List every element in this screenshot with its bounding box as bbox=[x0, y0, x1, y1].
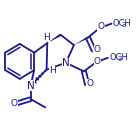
Text: O: O bbox=[10, 99, 18, 108]
Text: O: O bbox=[94, 57, 101, 65]
Text: O: O bbox=[86, 79, 93, 88]
Text: H: H bbox=[43, 33, 50, 42]
Text: N: N bbox=[62, 58, 70, 68]
Text: OCH: OCH bbox=[109, 53, 128, 62]
Text: 3: 3 bbox=[118, 56, 122, 62]
Text: O: O bbox=[97, 22, 104, 31]
Polygon shape bbox=[47, 34, 61, 43]
Polygon shape bbox=[74, 37, 88, 45]
Text: 3: 3 bbox=[121, 22, 126, 27]
Text: OCH: OCH bbox=[113, 19, 132, 28]
Text: O: O bbox=[94, 45, 101, 54]
Text: H: H bbox=[49, 66, 56, 75]
Text: N: N bbox=[27, 81, 35, 91]
